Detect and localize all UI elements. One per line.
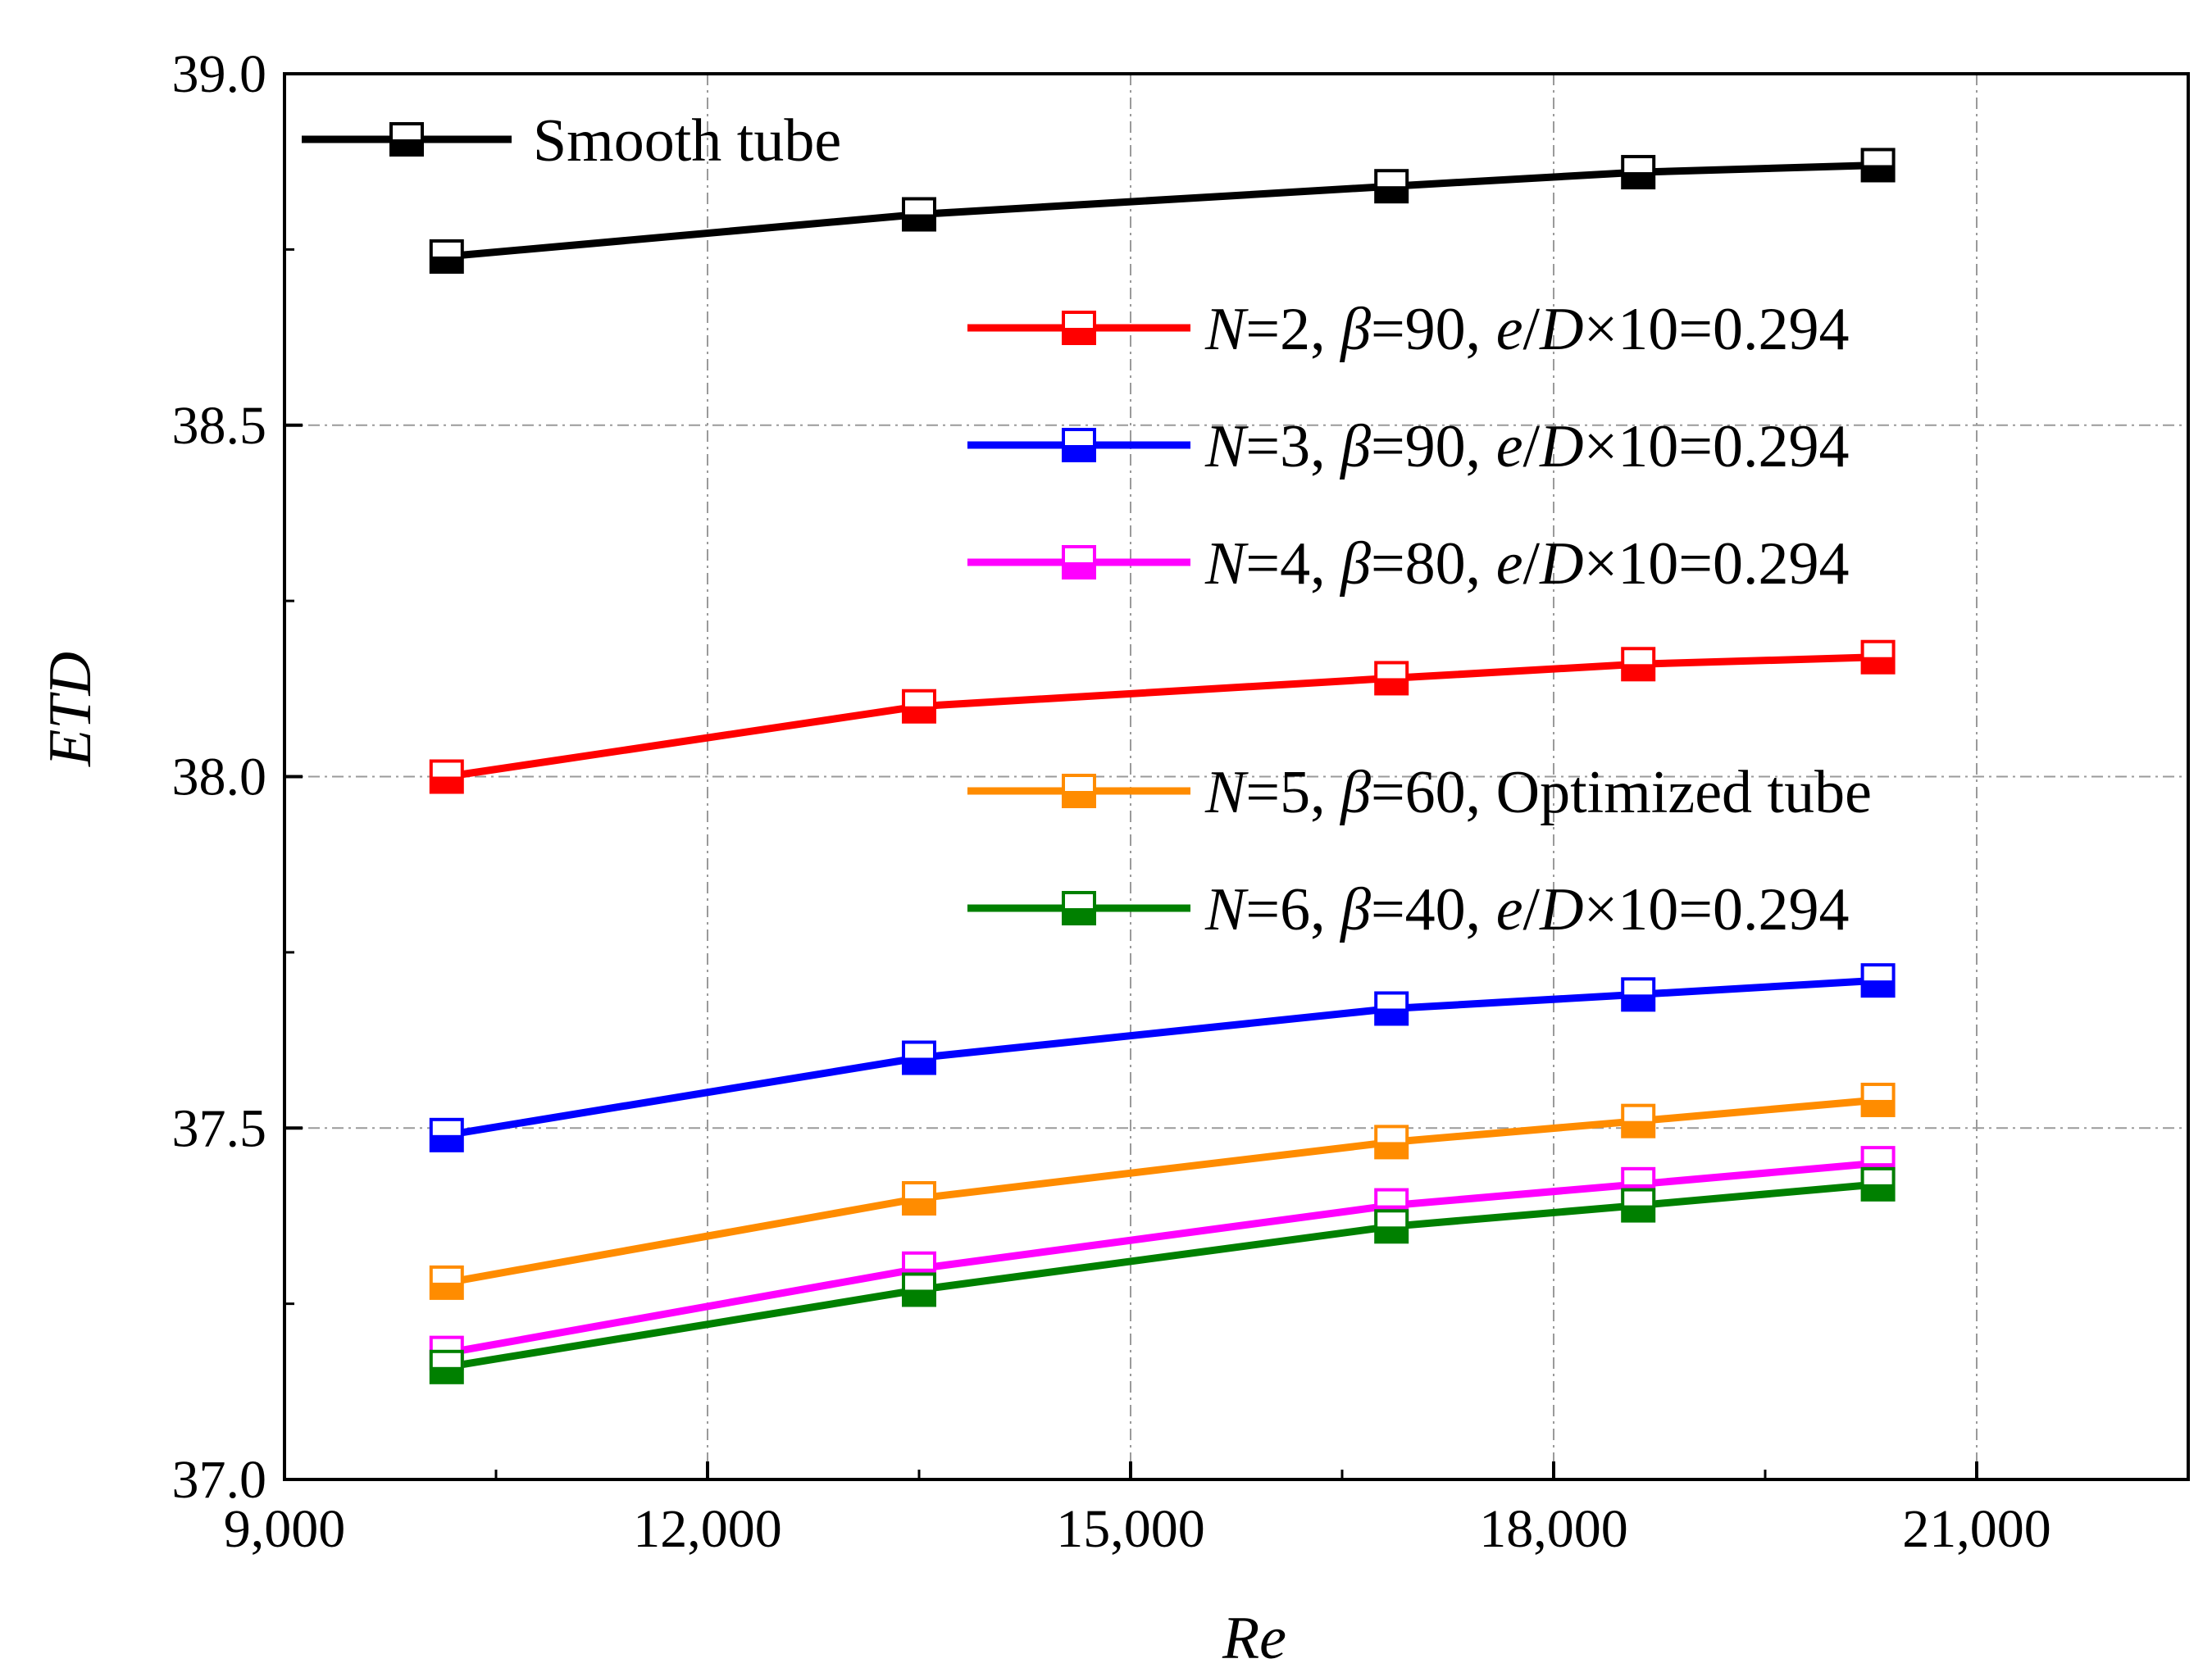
series-line-3 bbox=[446, 976, 1878, 1139]
data-point-s1 bbox=[902, 197, 936, 232]
data-point-s3 bbox=[1860, 963, 1896, 998]
data-point-s2-fill bbox=[1623, 664, 1654, 680]
legend-entry-4: N=4, β=80, e/D×10=0.294 bbox=[967, 530, 1850, 598]
data-point-s1-fill bbox=[1623, 172, 1654, 189]
data-point-s3 bbox=[429, 1117, 464, 1152]
x-tick-label: 18,000 bbox=[1479, 1499, 1628, 1559]
y-tick-label: 37.0 bbox=[172, 1450, 267, 1510]
legend-swatch-marker-fill bbox=[1063, 445, 1095, 461]
data-point-s5 bbox=[1621, 1103, 1656, 1138]
axis-ticks bbox=[283, 72, 1978, 1481]
x-tick-label: 9,000 bbox=[224, 1499, 346, 1559]
data-point-s5 bbox=[1374, 1125, 1409, 1160]
data-point-s6 bbox=[902, 1272, 936, 1307]
data-point-s3 bbox=[902, 1040, 936, 1075]
data-point-s1-fill bbox=[1376, 186, 1408, 202]
legend-swatch-marker bbox=[1062, 774, 1096, 808]
legend-label: N=3, β=90, e/D×10=0.294 bbox=[1204, 413, 1850, 480]
data-point-s3 bbox=[1621, 977, 1656, 1012]
legend-swatch-marker-fill bbox=[1063, 791, 1095, 807]
data-point-s2 bbox=[1374, 661, 1409, 696]
x-axis-title: Re bbox=[1222, 1605, 1286, 1672]
legend-swatch-marker-fill bbox=[391, 139, 422, 155]
legend-swatch-marker bbox=[389, 122, 424, 157]
data-point-s5-fill bbox=[1623, 1120, 1654, 1137]
y-tick-label: 37.5 bbox=[172, 1098, 267, 1158]
series-line-1 bbox=[446, 161, 1878, 261]
y-tick-label: 38.0 bbox=[172, 748, 267, 807]
data-point-s1 bbox=[1374, 169, 1409, 204]
data-point-s3-fill bbox=[1862, 980, 1894, 997]
data-point-s1-fill bbox=[430, 256, 462, 272]
data-point-s5 bbox=[429, 1265, 464, 1300]
data-point-s6 bbox=[429, 1349, 464, 1384]
legend-swatch-marker bbox=[1062, 428, 1096, 462]
data-point-s3 bbox=[1374, 991, 1409, 1026]
data-point-s5-fill bbox=[1862, 1099, 1894, 1116]
data-point-s2-fill bbox=[430, 776, 462, 793]
legend-swatch-marker-fill bbox=[1063, 562, 1095, 578]
data-point-s6-fill bbox=[1623, 1205, 1654, 1221]
axis-tick-labels: 9,000 12,000 15,000 18,000 21,000 37.0 37.5 38.… bbox=[172, 44, 2051, 1559]
data-point-s1 bbox=[429, 239, 464, 274]
series-layer bbox=[429, 148, 1896, 1384]
data-point-s5 bbox=[1860, 1082, 1896, 1117]
data-point-s2-fill bbox=[903, 706, 935, 722]
x-tick-label: 21,000 bbox=[1902, 1499, 2051, 1559]
data-point-s1 bbox=[1860, 148, 1896, 183]
data-point-s6-fill bbox=[1862, 1184, 1894, 1200]
legend-label: N=2, β=90, e/D×10=0.294 bbox=[1204, 296, 1850, 363]
legend-swatch-marker-fill bbox=[1063, 328, 1095, 343]
data-point-s3-fill bbox=[1623, 994, 1654, 1011]
y-tick-label: 39.0 bbox=[172, 44, 267, 104]
legend-label: N=6, β=40, e/D×10=0.294 bbox=[1204, 876, 1850, 943]
legend-label: N=5, β=60, Optimized tube bbox=[1204, 759, 1872, 826]
data-point-s6 bbox=[1374, 1209, 1409, 1244]
data-point-s2-fill bbox=[1376, 678, 1408, 694]
data-point-s2 bbox=[1860, 639, 1896, 675]
legend-label: Smooth tube bbox=[533, 107, 841, 175]
x-tick-label: 15,000 bbox=[1056, 1499, 1205, 1559]
x-tick-label: 12,000 bbox=[633, 1499, 782, 1559]
data-point-s3-fill bbox=[903, 1057, 935, 1074]
legend-swatch-marker bbox=[1062, 891, 1096, 925]
data-point-s6 bbox=[1860, 1166, 1896, 1202]
legend-entry-6: N=6, β=40, e/D×10=0.294 bbox=[967, 876, 1850, 943]
data-point-s3-fill bbox=[1376, 1008, 1408, 1025]
data-point-s5-fill bbox=[903, 1198, 935, 1214]
data-point-s1-fill bbox=[1862, 165, 1894, 181]
data-point-s2 bbox=[429, 759, 464, 794]
data-point-s6 bbox=[1621, 1188, 1656, 1223]
data-point-s2 bbox=[902, 689, 936, 724]
legend-entry-5: N=5, β=60, Optimized tube bbox=[967, 759, 1872, 826]
grid-lines bbox=[284, 74, 2188, 1479]
data-point-s2 bbox=[1621, 647, 1656, 682]
legend-entry-1: Smooth tube bbox=[302, 107, 841, 175]
series-line-6 bbox=[446, 1180, 1878, 1371]
legend-entry-2: N=2, β=90, e/D×10=0.294 bbox=[967, 296, 1850, 363]
data-point-s6-fill bbox=[1376, 1226, 1408, 1243]
y-tick-label: 38.5 bbox=[172, 396, 267, 456]
legend-swatch-marker bbox=[1062, 311, 1096, 345]
data-point-s5-fill bbox=[1376, 1142, 1408, 1158]
legend: Smooth tube N=2, β=90, e/D×10=0.294 N=3, β… bbox=[302, 107, 1872, 943]
data-point-s6-fill bbox=[430, 1366, 462, 1383]
data-point-s2-fill bbox=[1862, 657, 1894, 673]
y-axis-title: ETD bbox=[37, 652, 104, 767]
data-point-s6-fill bbox=[903, 1289, 935, 1306]
legend-label: N=4, β=80, e/D×10=0.294 bbox=[1204, 530, 1850, 598]
data-point-s3-fill bbox=[430, 1134, 462, 1151]
legend-entry-3: N=3, β=90, e/D×10=0.294 bbox=[967, 413, 1850, 480]
data-point-s5-fill bbox=[430, 1282, 462, 1298]
data-point-s5 bbox=[902, 1181, 936, 1216]
data-point-s1 bbox=[1621, 155, 1656, 190]
data-point-s1-fill bbox=[903, 214, 935, 230]
legend-swatch-marker-fill bbox=[1063, 908, 1095, 924]
legend-swatch-marker bbox=[1062, 545, 1096, 579]
